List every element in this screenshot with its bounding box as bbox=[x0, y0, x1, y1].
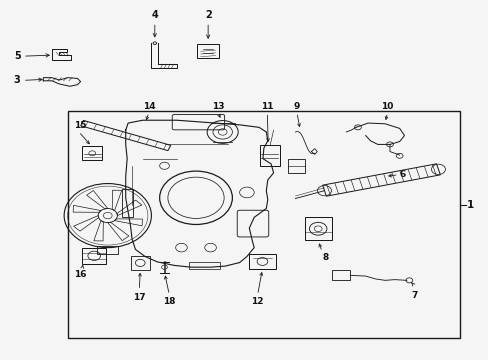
Bar bbox=[82, 248, 106, 264]
Bar bbox=[331, 270, 349, 280]
Bar bbox=[130, 256, 150, 270]
Text: 3: 3 bbox=[14, 75, 20, 85]
Bar bbox=[82, 146, 102, 161]
Bar bbox=[67, 111, 459, 338]
Text: 2: 2 bbox=[204, 10, 211, 20]
Text: 14: 14 bbox=[142, 102, 155, 111]
Bar bbox=[305, 217, 331, 240]
Bar bbox=[122, 189, 133, 217]
Text: 13: 13 bbox=[211, 102, 224, 111]
Text: 1: 1 bbox=[466, 200, 473, 210]
Text: 7: 7 bbox=[411, 291, 417, 300]
Bar bbox=[188, 262, 220, 269]
Text: 18: 18 bbox=[163, 297, 175, 306]
Text: 9: 9 bbox=[293, 102, 300, 111]
Bar bbox=[287, 159, 305, 173]
Text: 10: 10 bbox=[381, 102, 393, 111]
Text: 15: 15 bbox=[74, 121, 86, 130]
Bar bbox=[97, 246, 118, 254]
Bar bbox=[197, 44, 218, 58]
Bar bbox=[260, 145, 280, 166]
Bar bbox=[249, 254, 275, 269]
Text: 11: 11 bbox=[261, 102, 273, 111]
Text: 6: 6 bbox=[399, 170, 405, 179]
Text: 17: 17 bbox=[133, 293, 145, 302]
Text: 12: 12 bbox=[251, 297, 264, 306]
Text: 8: 8 bbox=[322, 253, 328, 262]
Text: 16: 16 bbox=[74, 270, 86, 279]
Text: 5: 5 bbox=[14, 51, 20, 61]
Text: 4: 4 bbox=[151, 10, 158, 20]
